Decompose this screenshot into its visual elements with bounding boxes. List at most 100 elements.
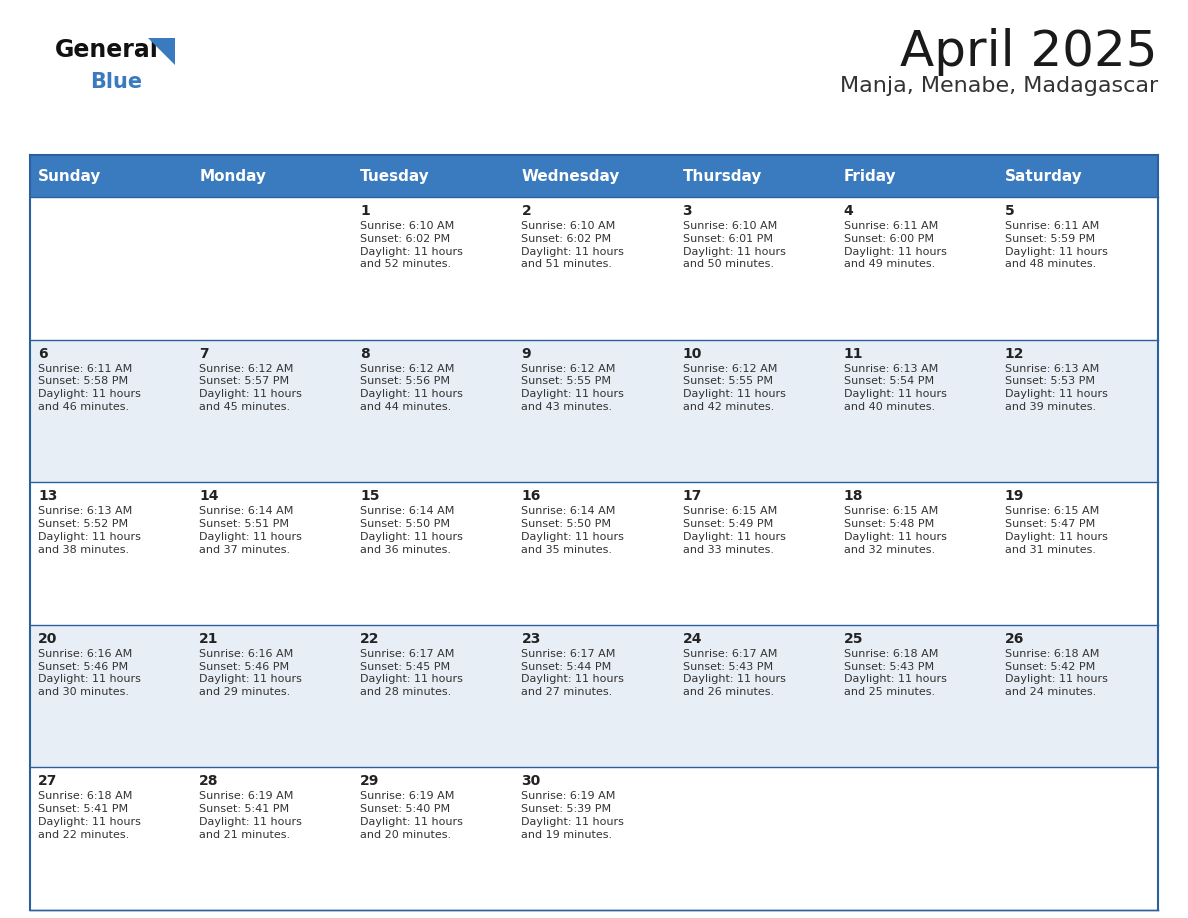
Text: Sunrise: 6:18 AM
Sunset: 5:41 PM
Daylight: 11 hours
and 22 minutes.: Sunrise: 6:18 AM Sunset: 5:41 PM Dayligh… bbox=[38, 791, 141, 840]
Text: Sunrise: 6:13 AM
Sunset: 5:52 PM
Daylight: 11 hours
and 38 minutes.: Sunrise: 6:13 AM Sunset: 5:52 PM Dayligh… bbox=[38, 506, 141, 554]
Text: Sunrise: 6:17 AM
Sunset: 5:45 PM
Daylight: 11 hours
and 28 minutes.: Sunrise: 6:17 AM Sunset: 5:45 PM Dayligh… bbox=[360, 649, 463, 697]
Text: Monday: Monday bbox=[200, 169, 266, 184]
Bar bbox=[30, 767, 191, 910]
Bar bbox=[997, 155, 1158, 197]
Text: Sunrise: 6:12 AM
Sunset: 5:57 PM
Daylight: 11 hours
and 45 minutes.: Sunrise: 6:12 AM Sunset: 5:57 PM Dayligh… bbox=[200, 364, 302, 412]
Bar bbox=[835, 340, 997, 482]
Bar bbox=[353, 197, 513, 340]
Bar bbox=[353, 340, 513, 482]
Text: 27: 27 bbox=[38, 775, 57, 789]
Text: 29: 29 bbox=[360, 775, 380, 789]
Bar bbox=[513, 197, 675, 340]
Text: 16: 16 bbox=[522, 489, 541, 503]
Bar bbox=[997, 625, 1158, 767]
Text: 8: 8 bbox=[360, 347, 369, 361]
Bar bbox=[675, 155, 835, 197]
Text: 26: 26 bbox=[1005, 632, 1024, 645]
Text: Sunrise: 6:10 AM
Sunset: 6:01 PM
Daylight: 11 hours
and 50 minutes.: Sunrise: 6:10 AM Sunset: 6:01 PM Dayligh… bbox=[683, 221, 785, 269]
Bar bbox=[513, 625, 675, 767]
Bar bbox=[997, 482, 1158, 625]
Bar bbox=[30, 155, 191, 197]
Bar bbox=[997, 340, 1158, 482]
Text: 12: 12 bbox=[1005, 347, 1024, 361]
Bar bbox=[30, 482, 191, 625]
Text: Sunrise: 6:14 AM
Sunset: 5:50 PM
Daylight: 11 hours
and 36 minutes.: Sunrise: 6:14 AM Sunset: 5:50 PM Dayligh… bbox=[360, 506, 463, 554]
Text: 4: 4 bbox=[843, 204, 853, 218]
Bar bbox=[353, 155, 513, 197]
Text: Saturday: Saturday bbox=[1005, 169, 1082, 184]
Bar bbox=[353, 625, 513, 767]
Text: 25: 25 bbox=[843, 632, 864, 645]
Text: Sunrise: 6:14 AM
Sunset: 5:50 PM
Daylight: 11 hours
and 35 minutes.: Sunrise: 6:14 AM Sunset: 5:50 PM Dayligh… bbox=[522, 506, 625, 554]
Bar bbox=[191, 340, 353, 482]
Text: 17: 17 bbox=[683, 489, 702, 503]
Text: Sunrise: 6:11 AM
Sunset: 5:59 PM
Daylight: 11 hours
and 48 minutes.: Sunrise: 6:11 AM Sunset: 5:59 PM Dayligh… bbox=[1005, 221, 1107, 269]
Bar bbox=[675, 482, 835, 625]
Text: Sunrise: 6:17 AM
Sunset: 5:43 PM
Daylight: 11 hours
and 26 minutes.: Sunrise: 6:17 AM Sunset: 5:43 PM Dayligh… bbox=[683, 649, 785, 697]
Text: General: General bbox=[55, 38, 159, 62]
Text: 30: 30 bbox=[522, 775, 541, 789]
Text: Manja, Menabe, Madagascar: Manja, Menabe, Madagascar bbox=[840, 76, 1158, 96]
Text: Sunrise: 6:15 AM
Sunset: 5:48 PM
Daylight: 11 hours
and 32 minutes.: Sunrise: 6:15 AM Sunset: 5:48 PM Dayligh… bbox=[843, 506, 947, 554]
Text: Thursday: Thursday bbox=[683, 169, 762, 184]
Text: 21: 21 bbox=[200, 632, 219, 645]
Text: Sunrise: 6:13 AM
Sunset: 5:54 PM
Daylight: 11 hours
and 40 minutes.: Sunrise: 6:13 AM Sunset: 5:54 PM Dayligh… bbox=[843, 364, 947, 412]
Bar bbox=[191, 625, 353, 767]
Bar bbox=[513, 767, 675, 910]
Text: Sunrise: 6:18 AM
Sunset: 5:43 PM
Daylight: 11 hours
and 25 minutes.: Sunrise: 6:18 AM Sunset: 5:43 PM Dayligh… bbox=[843, 649, 947, 697]
Bar bbox=[191, 482, 353, 625]
Bar bbox=[191, 155, 353, 197]
Bar bbox=[353, 767, 513, 910]
Text: Sunrise: 6:10 AM
Sunset: 6:02 PM
Daylight: 11 hours
and 52 minutes.: Sunrise: 6:10 AM Sunset: 6:02 PM Dayligh… bbox=[360, 221, 463, 269]
Text: Friday: Friday bbox=[843, 169, 896, 184]
Text: 9: 9 bbox=[522, 347, 531, 361]
Text: Sunrise: 6:15 AM
Sunset: 5:49 PM
Daylight: 11 hours
and 33 minutes.: Sunrise: 6:15 AM Sunset: 5:49 PM Dayligh… bbox=[683, 506, 785, 554]
Text: Sunrise: 6:19 AM
Sunset: 5:41 PM
Daylight: 11 hours
and 21 minutes.: Sunrise: 6:19 AM Sunset: 5:41 PM Dayligh… bbox=[200, 791, 302, 840]
Text: Tuesday: Tuesday bbox=[360, 169, 430, 184]
Text: Sunrise: 6:12 AM
Sunset: 5:55 PM
Daylight: 11 hours
and 43 minutes.: Sunrise: 6:12 AM Sunset: 5:55 PM Dayligh… bbox=[522, 364, 625, 412]
Text: Sunrise: 6:15 AM
Sunset: 5:47 PM
Daylight: 11 hours
and 31 minutes.: Sunrise: 6:15 AM Sunset: 5:47 PM Dayligh… bbox=[1005, 506, 1107, 554]
Bar bbox=[30, 625, 191, 767]
Bar bbox=[675, 767, 835, 910]
Text: 5: 5 bbox=[1005, 204, 1015, 218]
Text: 13: 13 bbox=[38, 489, 57, 503]
Text: Sunrise: 6:16 AM
Sunset: 5:46 PM
Daylight: 11 hours
and 30 minutes.: Sunrise: 6:16 AM Sunset: 5:46 PM Dayligh… bbox=[38, 649, 141, 697]
Bar bbox=[835, 155, 997, 197]
Text: April 2025: April 2025 bbox=[901, 28, 1158, 76]
Bar bbox=[513, 340, 675, 482]
Text: 28: 28 bbox=[200, 775, 219, 789]
Text: 11: 11 bbox=[843, 347, 864, 361]
Bar bbox=[191, 767, 353, 910]
Bar bbox=[30, 340, 191, 482]
Text: 1: 1 bbox=[360, 204, 369, 218]
Text: Sunrise: 6:16 AM
Sunset: 5:46 PM
Daylight: 11 hours
and 29 minutes.: Sunrise: 6:16 AM Sunset: 5:46 PM Dayligh… bbox=[200, 649, 302, 697]
Bar bbox=[191, 197, 353, 340]
Text: 7: 7 bbox=[200, 347, 209, 361]
Text: Sunrise: 6:19 AM
Sunset: 5:39 PM
Daylight: 11 hours
and 19 minutes.: Sunrise: 6:19 AM Sunset: 5:39 PM Dayligh… bbox=[522, 791, 625, 840]
Text: Sunrise: 6:11 AM
Sunset: 5:58 PM
Daylight: 11 hours
and 46 minutes.: Sunrise: 6:11 AM Sunset: 5:58 PM Dayligh… bbox=[38, 364, 141, 412]
Text: 14: 14 bbox=[200, 489, 219, 503]
Bar bbox=[835, 625, 997, 767]
Bar bbox=[997, 197, 1158, 340]
Bar bbox=[353, 482, 513, 625]
Bar bbox=[675, 197, 835, 340]
Text: Sunrise: 6:14 AM
Sunset: 5:51 PM
Daylight: 11 hours
and 37 minutes.: Sunrise: 6:14 AM Sunset: 5:51 PM Dayligh… bbox=[200, 506, 302, 554]
Text: Sunrise: 6:11 AM
Sunset: 6:00 PM
Daylight: 11 hours
and 49 minutes.: Sunrise: 6:11 AM Sunset: 6:00 PM Dayligh… bbox=[843, 221, 947, 269]
Text: Sunrise: 6:12 AM
Sunset: 5:55 PM
Daylight: 11 hours
and 42 minutes.: Sunrise: 6:12 AM Sunset: 5:55 PM Dayligh… bbox=[683, 364, 785, 412]
Text: Sunrise: 6:19 AM
Sunset: 5:40 PM
Daylight: 11 hours
and 20 minutes.: Sunrise: 6:19 AM Sunset: 5:40 PM Dayligh… bbox=[360, 791, 463, 840]
Text: Sunrise: 6:18 AM
Sunset: 5:42 PM
Daylight: 11 hours
and 24 minutes.: Sunrise: 6:18 AM Sunset: 5:42 PM Dayligh… bbox=[1005, 649, 1107, 697]
Text: Sunrise: 6:17 AM
Sunset: 5:44 PM
Daylight: 11 hours
and 27 minutes.: Sunrise: 6:17 AM Sunset: 5:44 PM Dayligh… bbox=[522, 649, 625, 697]
Bar bbox=[835, 767, 997, 910]
Text: Sunrise: 6:10 AM
Sunset: 6:02 PM
Daylight: 11 hours
and 51 minutes.: Sunrise: 6:10 AM Sunset: 6:02 PM Dayligh… bbox=[522, 221, 625, 269]
Text: 10: 10 bbox=[683, 347, 702, 361]
Text: Sunday: Sunday bbox=[38, 169, 101, 184]
Text: 22: 22 bbox=[360, 632, 380, 645]
Bar bbox=[835, 482, 997, 625]
Text: Blue: Blue bbox=[90, 72, 143, 92]
Text: 2: 2 bbox=[522, 204, 531, 218]
Text: 18: 18 bbox=[843, 489, 864, 503]
Text: 3: 3 bbox=[683, 204, 693, 218]
Text: 15: 15 bbox=[360, 489, 380, 503]
Text: 24: 24 bbox=[683, 632, 702, 645]
Bar bbox=[513, 155, 675, 197]
